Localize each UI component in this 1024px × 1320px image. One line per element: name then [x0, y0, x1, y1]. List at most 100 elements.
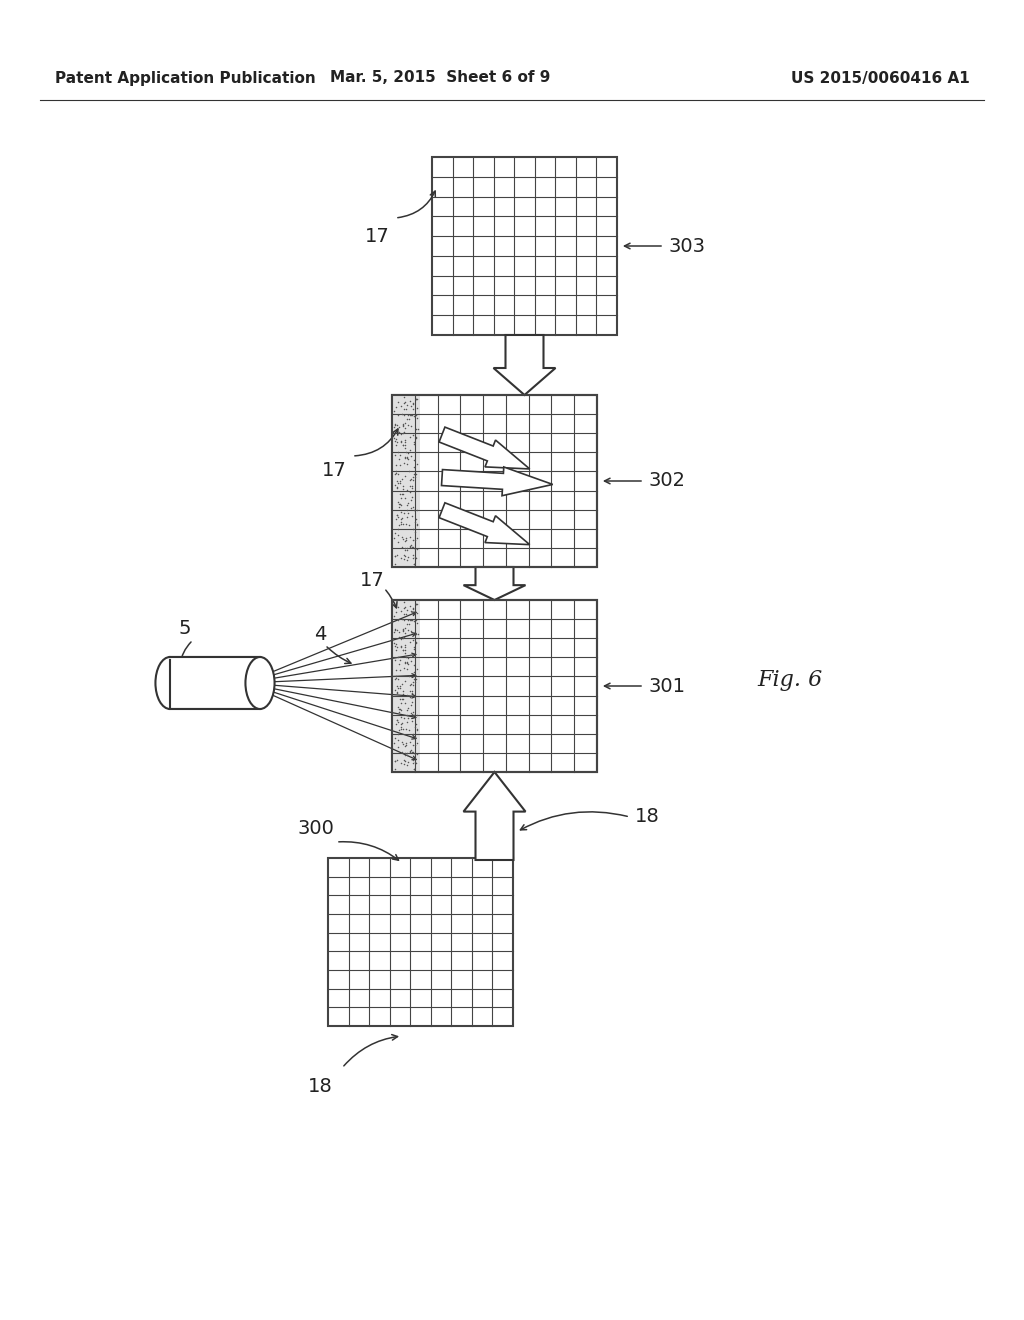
Point — [404, 711, 421, 733]
Point — [389, 414, 406, 436]
Point — [387, 713, 403, 734]
Point — [389, 750, 406, 771]
Point — [393, 513, 410, 535]
Point — [407, 726, 423, 747]
Point — [407, 553, 423, 574]
Point — [398, 659, 415, 680]
Point — [408, 593, 424, 614]
Point — [387, 508, 403, 529]
Point — [389, 504, 406, 525]
Point — [396, 545, 413, 566]
Point — [386, 528, 402, 549]
Point — [386, 733, 402, 754]
Point — [390, 668, 407, 689]
Point — [396, 652, 413, 673]
Point — [399, 395, 416, 416]
Point — [393, 731, 410, 752]
Point — [408, 463, 424, 484]
Point — [398, 454, 415, 475]
Polygon shape — [439, 503, 529, 545]
Point — [392, 635, 409, 656]
Point — [404, 519, 421, 540]
Point — [396, 404, 413, 425]
Point — [398, 537, 415, 558]
Point — [391, 449, 408, 470]
Point — [404, 424, 421, 445]
Point — [402, 741, 419, 762]
Text: 4: 4 — [313, 626, 327, 644]
Point — [390, 496, 407, 517]
Point — [386, 553, 402, 574]
Point — [406, 496, 422, 517]
Point — [390, 463, 407, 484]
Point — [394, 619, 411, 640]
Point — [408, 388, 424, 409]
Point — [410, 659, 426, 680]
Point — [408, 624, 424, 645]
Point — [402, 404, 419, 425]
Point — [389, 477, 406, 498]
Point — [397, 392, 414, 413]
Point — [406, 434, 422, 455]
Point — [404, 672, 421, 693]
Point — [402, 742, 419, 763]
Point — [391, 719, 408, 741]
Point — [400, 612, 417, 634]
Point — [403, 601, 420, 622]
Point — [388, 634, 404, 655]
Point — [398, 700, 415, 721]
Point — [389, 519, 406, 540]
Point — [397, 528, 414, 549]
Point — [397, 446, 414, 467]
Point — [409, 631, 425, 652]
Point — [393, 713, 410, 734]
Point — [406, 741, 422, 762]
Point — [400, 515, 417, 536]
Point — [391, 515, 408, 536]
Point — [407, 672, 423, 693]
Point — [408, 609, 424, 630]
Point — [394, 475, 411, 496]
Point — [408, 713, 424, 734]
Point — [394, 528, 411, 549]
Point — [401, 440, 418, 461]
Point — [396, 671, 413, 692]
Point — [387, 751, 403, 772]
Point — [398, 506, 415, 527]
Point — [394, 434, 411, 455]
Point — [401, 631, 418, 652]
Bar — [392, 601, 597, 772]
Point — [390, 730, 407, 751]
Point — [402, 680, 419, 701]
Point — [398, 685, 415, 706]
Point — [400, 719, 417, 741]
Point — [398, 441, 415, 462]
Point — [392, 430, 409, 451]
Point — [387, 413, 403, 434]
Point — [400, 492, 417, 513]
Point — [407, 758, 423, 779]
Point — [393, 718, 410, 739]
Point — [398, 499, 415, 520]
Point — [390, 677, 407, 698]
Point — [396, 751, 413, 772]
Point — [408, 548, 424, 569]
Point — [404, 506, 421, 527]
Point — [409, 718, 425, 739]
Point — [396, 626, 413, 647]
Point — [406, 669, 422, 690]
Point — [400, 408, 417, 429]
Point — [392, 444, 409, 465]
Point — [389, 681, 406, 702]
Point — [410, 418, 426, 440]
Point — [394, 404, 411, 425]
Point — [404, 405, 421, 426]
Text: 303: 303 — [669, 236, 706, 256]
Text: 17: 17 — [322, 462, 346, 480]
Point — [398, 603, 415, 624]
Point — [404, 469, 421, 490]
Point — [406, 661, 422, 682]
Point — [403, 694, 420, 715]
Point — [397, 432, 414, 453]
Point — [409, 594, 425, 615]
